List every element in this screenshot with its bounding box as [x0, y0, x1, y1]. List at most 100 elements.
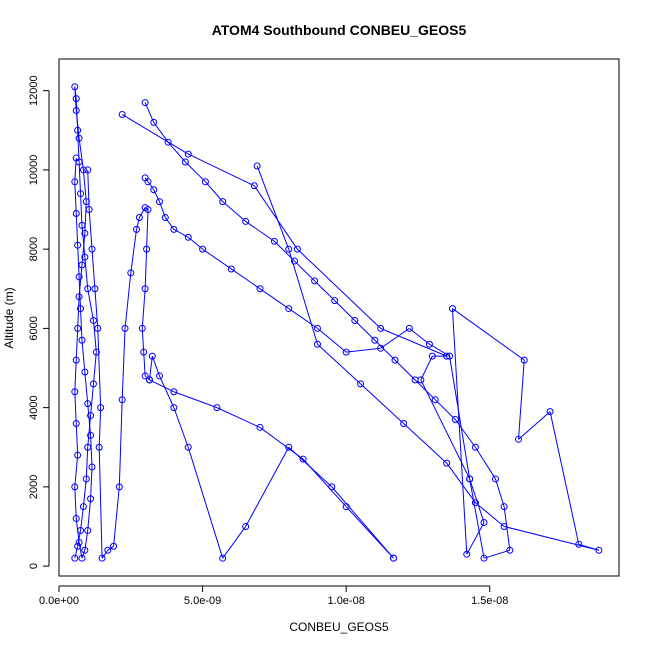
series-segment	[216, 407, 261, 428]
data-point	[141, 174, 149, 182]
data-point	[150, 118, 158, 126]
data-point	[135, 213, 143, 221]
data-point	[170, 225, 178, 233]
data-point	[181, 158, 189, 166]
data-point	[79, 166, 87, 174]
data-point	[471, 443, 479, 451]
data-point	[72, 95, 80, 103]
series-segment	[75, 213, 79, 246]
data-point	[156, 198, 164, 206]
data-point	[71, 554, 79, 562]
data-point	[270, 237, 278, 245]
series-segment	[90, 435, 93, 468]
data-point	[84, 443, 92, 451]
series-segment	[256, 165, 290, 250]
series-segment	[124, 272, 132, 329]
data-point	[78, 221, 86, 229]
y-tick-label: 2000	[28, 475, 40, 499]
x-tick-label: 1.0e-08	[328, 595, 365, 607]
data-point	[118, 396, 126, 404]
series-segment	[429, 343, 450, 357]
data-point	[285, 443, 293, 451]
series-segment	[483, 549, 511, 559]
data-point	[74, 241, 82, 249]
series-segment	[403, 423, 448, 464]
data-point	[466, 475, 474, 483]
series-segment	[75, 328, 79, 361]
data-point	[313, 340, 321, 348]
series-segment	[147, 181, 155, 191]
series-segment	[78, 161, 82, 194]
data-point	[75, 273, 83, 281]
series-segment	[345, 506, 394, 559]
data-point	[127, 269, 135, 277]
data-point	[546, 408, 554, 416]
axes-layer: 0.0e+00 5.0e-09 1.0e-08 1.5e-08 0 2000 4000 600…	[28, 75, 508, 607]
data-point	[75, 293, 83, 301]
series-segment	[77, 296, 80, 329]
data-point	[377, 324, 385, 332]
series-segment	[74, 86, 77, 111]
data-point	[95, 443, 103, 451]
series-segment	[451, 308, 468, 555]
series-segment	[148, 356, 153, 380]
series-segment	[97, 328, 102, 408]
series-segment	[288, 249, 318, 345]
series-segment	[77, 245, 80, 277]
series-segment	[130, 229, 138, 273]
series-segment	[446, 462, 476, 504]
series-segment	[222, 201, 246, 222]
data-point	[78, 336, 86, 344]
data-point	[285, 305, 293, 313]
data-point	[140, 348, 148, 356]
series-segment	[74, 455, 79, 487]
data-point	[97, 404, 105, 412]
data-point	[351, 316, 359, 324]
data-point	[89, 380, 97, 388]
data-point	[72, 356, 80, 364]
data-point	[87, 412, 95, 420]
series-segment	[101, 549, 109, 559]
data-point	[219, 198, 227, 206]
series-segment	[475, 502, 505, 527]
series-segment	[253, 185, 298, 250]
data-point	[253, 162, 261, 170]
data-point	[425, 340, 433, 348]
data-point	[520, 356, 528, 364]
series-segment	[141, 288, 146, 329]
data-point	[161, 213, 169, 221]
series-segment	[297, 248, 381, 329]
series-segment	[74, 360, 77, 392]
series-segment	[87, 169, 90, 210]
data-point	[115, 483, 123, 491]
series-segment	[354, 320, 376, 341]
data-point	[480, 519, 488, 527]
series-segment	[452, 308, 525, 361]
data-series	[84, 166, 398, 562]
data-point	[285, 245, 293, 253]
data-point	[84, 526, 92, 534]
series-segment	[121, 328, 126, 400]
series-segment	[380, 327, 447, 357]
data-point	[138, 324, 146, 332]
data-point	[199, 245, 207, 253]
data-point	[82, 475, 90, 483]
data-point	[500, 522, 508, 530]
data-point	[595, 546, 603, 554]
series-segment	[469, 478, 485, 559]
data-point	[400, 419, 408, 427]
x-tick-label: 1.5e-08	[471, 595, 508, 607]
series-segment	[374, 339, 396, 361]
series-segment	[91, 249, 96, 289]
data-point	[141, 285, 149, 293]
data-point	[242, 217, 250, 225]
series-segment	[518, 411, 551, 440]
series-segment	[153, 189, 160, 202]
series-segment	[74, 486, 77, 519]
data-series	[118, 110, 603, 558]
data-point	[342, 348, 350, 356]
series-segment	[474, 446, 496, 480]
series-segment	[144, 102, 155, 123]
data-point	[428, 352, 436, 360]
